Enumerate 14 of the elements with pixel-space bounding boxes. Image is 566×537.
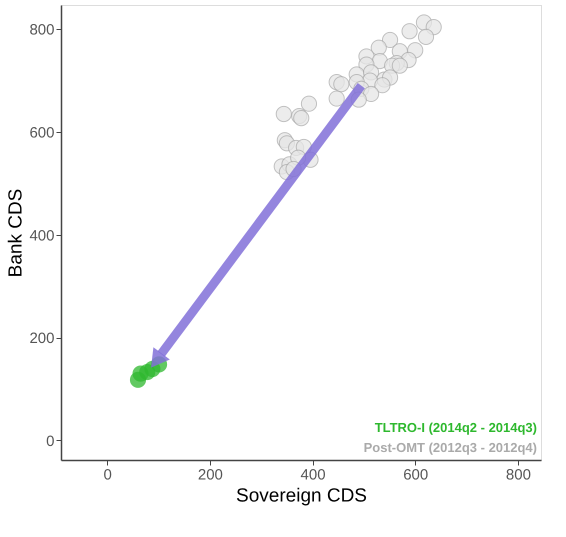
y-axis-title: Bank CDS [5, 188, 26, 278]
x-tick-label: 0 [104, 466, 112, 484]
y-tick-label: 600 [29, 124, 54, 142]
x-tick-label: 200 [198, 466, 223, 484]
x-axis-title: Sovereign CDS [236, 486, 367, 506]
x-tick-label: 800 [506, 466, 531, 484]
text: Post-OMT (2012q3 - 2012q4) [364, 440, 537, 455]
x-tick-label: 600 [403, 466, 428, 484]
y-tick-label: 400 [29, 227, 54, 244]
y-tick-label: 200 [29, 330, 54, 348]
x-tick-label: 400 [300, 466, 326, 484]
y-tick-label: 800 [29, 22, 54, 39]
text: TLTRO-I (2014q2 - 2014q3) [374, 420, 537, 435]
y-tick-label: 0 [46, 432, 54, 450]
